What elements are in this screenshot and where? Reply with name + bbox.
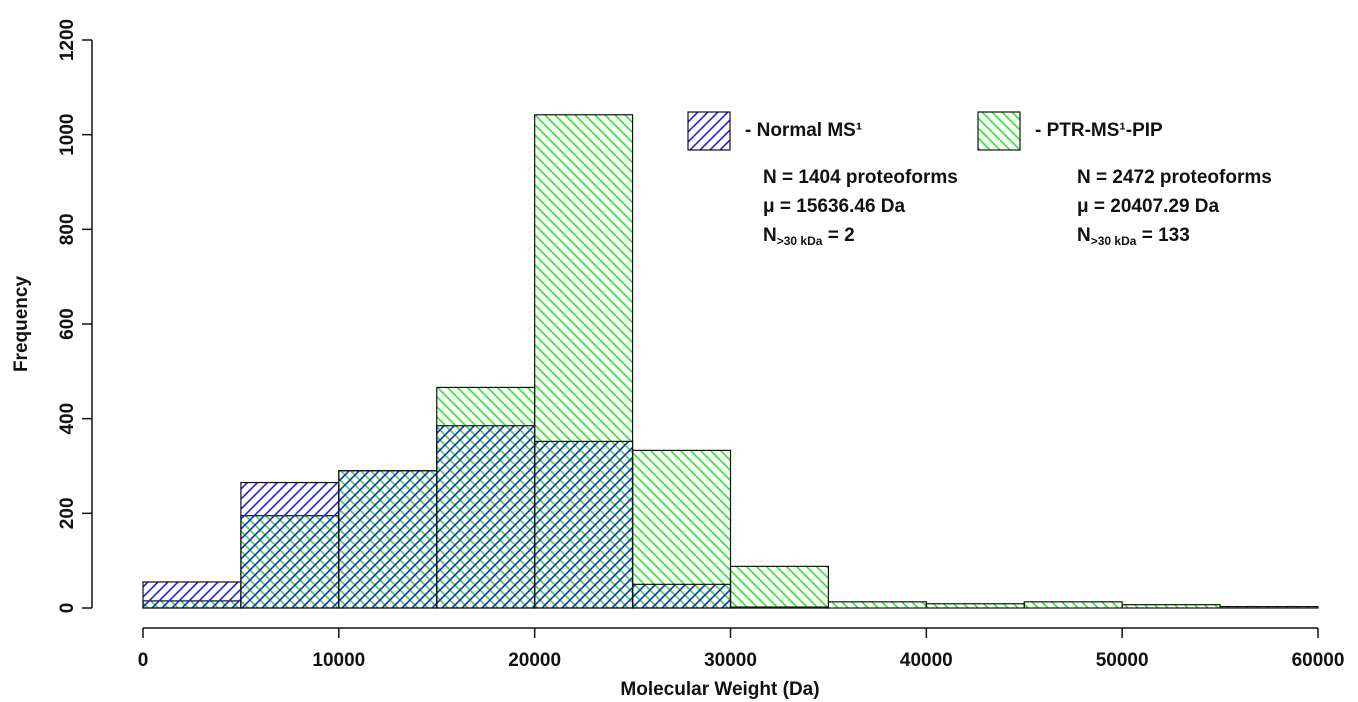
y-tick-label: 800 [57, 213, 78, 245]
bar [534, 440, 634, 609]
bar [827, 601, 927, 609]
annotation: N = 1404 proteoforms [763, 167, 958, 188]
bar [631, 449, 732, 609]
bar [729, 606, 830, 609]
x-tick-label: 0 [138, 650, 149, 671]
legend-label: - Normal MS¹ [745, 120, 862, 141]
bar [1219, 605, 1319, 609]
legend-swatch [687, 111, 731, 151]
x-tick-label: 30000 [704, 650, 757, 671]
y-axis-label: Frequency [11, 276, 32, 373]
y-tick-label: 1200 [57, 19, 78, 61]
x-tick-label: 20000 [508, 650, 561, 671]
y-tick-label: 1000 [57, 114, 78, 156]
y-tick-label: 600 [57, 308, 78, 340]
annotation: N = 2472 proteoforms [1077, 167, 1272, 188]
annotation: μ = 20407.29 Da [1077, 196, 1220, 217]
bar [338, 470, 438, 609]
legend-swatch [977, 111, 1021, 151]
y-tick-label: 200 [57, 497, 78, 529]
x-tick-label: 10000 [312, 650, 365, 671]
annotation: μ = 15636.46 Da [763, 196, 906, 217]
annotation: N>30 kDa = 133 [1077, 225, 1190, 248]
y-tick-label: 400 [57, 403, 78, 435]
x-tick-label: 40000 [900, 650, 953, 671]
legend-label: - PTR-MS¹-PIP [1035, 120, 1163, 141]
x-axis-label: Molecular Weight (Da) [620, 679, 819, 700]
bar [436, 425, 536, 609]
bar [240, 481, 340, 609]
bar [631, 583, 732, 609]
x-tick-label: 60000 [1292, 650, 1345, 671]
annotation: N>30 kDa = 2 [763, 225, 855, 248]
bar [1023, 601, 1123, 609]
x-tick-label: 50000 [1096, 650, 1149, 671]
bar [142, 581, 242, 609]
y-tick-label: 0 [57, 603, 78, 614]
bar [729, 565, 830, 609]
bar [925, 603, 1025, 609]
bar [1121, 604, 1221, 609]
